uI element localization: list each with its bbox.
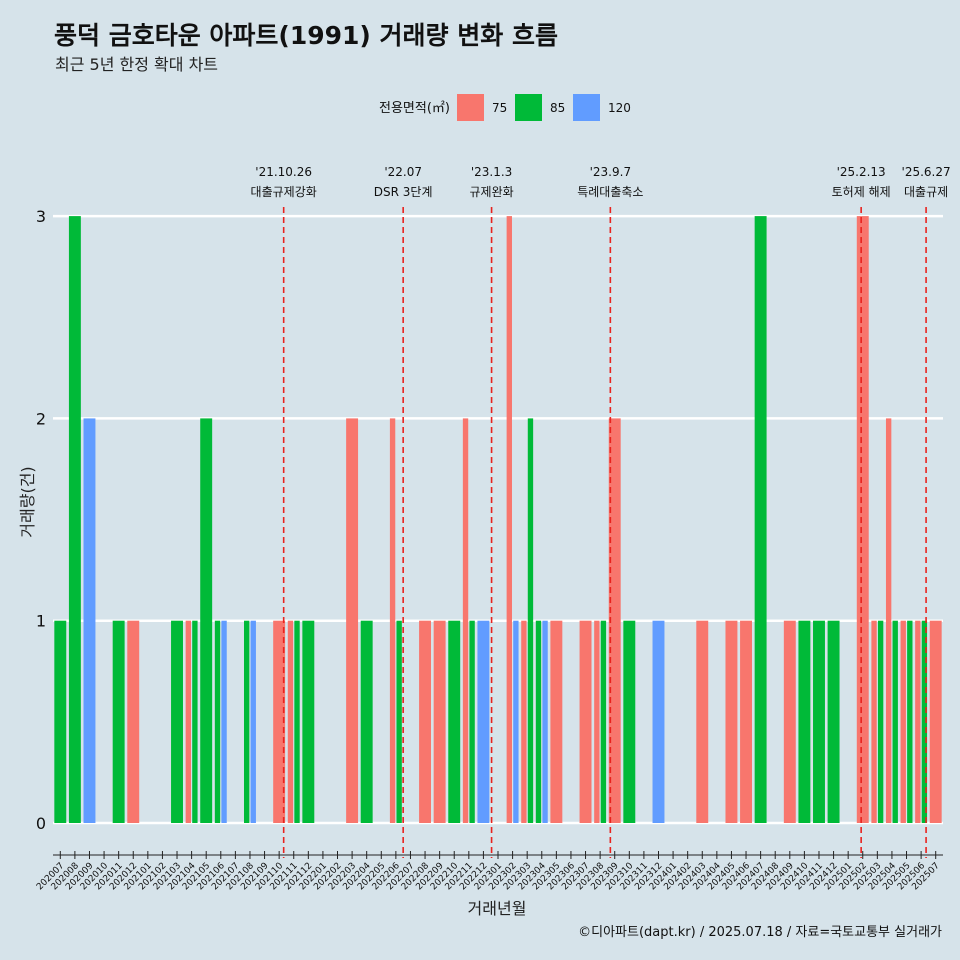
bar	[754, 216, 767, 824]
bar	[813, 620, 825, 823]
chart-title: 풍덕 금호타운 아파트(1991) 거래량 변화 흐름	[54, 21, 558, 50]
bar	[527, 418, 534, 823]
bar	[594, 620, 600, 823]
bar	[856, 216, 869, 824]
bars	[54, 216, 942, 824]
bar	[600, 620, 607, 823]
bar	[900, 620, 906, 823]
legend-label: 120	[608, 101, 631, 115]
bar	[127, 620, 140, 823]
event-label: 규제완화	[469, 185, 513, 199]
bar	[915, 620, 921, 823]
bar	[725, 620, 738, 823]
bar	[250, 620, 256, 823]
legend-key	[515, 94, 542, 121]
legend-label: 75	[492, 101, 507, 115]
bar	[469, 620, 475, 823]
bar	[448, 620, 461, 823]
bar	[477, 620, 490, 823]
bar	[550, 620, 563, 823]
event-date: '25.6.27	[902, 165, 951, 179]
y-tick-label: 2	[36, 409, 46, 428]
legend: 전용면적(㎡) 75 85 120	[379, 94, 631, 121]
event-date: '23.1.3	[471, 165, 512, 179]
bar	[652, 620, 665, 823]
bar	[68, 216, 81, 824]
bar	[579, 620, 592, 823]
legend-key	[457, 94, 484, 121]
event-date: '22.07	[384, 165, 422, 179]
bar	[419, 620, 432, 823]
bar	[221, 620, 227, 823]
bar	[696, 620, 709, 823]
bar	[83, 418, 96, 823]
bar	[214, 620, 221, 823]
bar	[907, 620, 913, 823]
y-axis-title: 거래량(건)	[18, 466, 37, 537]
bar	[877, 620, 884, 823]
caption: ©디아파트(dapt.kr) / 2025.07.18 / 자료=국토교통부 실…	[578, 925, 942, 940]
bar	[521, 620, 527, 823]
bar	[798, 620, 811, 823]
bar	[462, 418, 469, 823]
event-label: 대출규제	[904, 185, 948, 199]
chart-subtitle: 최근 5년 한정 확대 차트	[55, 55, 218, 74]
event-date: '23.9.7	[590, 165, 631, 179]
bar	[542, 620, 548, 823]
y-tick-label: 3	[36, 207, 46, 226]
bar	[740, 620, 752, 823]
bar	[513, 620, 519, 823]
bar	[921, 620, 928, 823]
bar	[294, 620, 300, 823]
x-axis-title: 거래년월	[468, 899, 527, 918]
event-label: 대출규제강화	[251, 185, 317, 199]
bar	[827, 620, 840, 823]
bar	[192, 620, 198, 823]
event-label: DSR 3단계	[374, 185, 433, 199]
y-axis: 0 1 2 3	[36, 207, 46, 833]
bar	[892, 620, 898, 823]
bar	[783, 620, 796, 823]
bar	[389, 418, 396, 823]
bar	[287, 620, 294, 823]
bar	[346, 418, 359, 823]
bar	[871, 620, 877, 823]
bar	[112, 620, 125, 823]
bar	[506, 216, 512, 824]
legend-title: 전용면적(㎡)	[379, 101, 450, 116]
bar	[273, 620, 286, 823]
bar	[623, 620, 636, 823]
event-date: '21.10.26	[255, 165, 312, 179]
bar	[885, 418, 892, 823]
y-tick-label: 1	[36, 612, 46, 631]
legend-key	[573, 94, 600, 121]
bar	[433, 620, 446, 823]
event-label: 특례대출축소	[577, 185, 643, 199]
bar	[185, 620, 192, 823]
bar	[929, 620, 942, 823]
bar	[396, 620, 402, 823]
legend-label: 85	[550, 101, 565, 115]
x-axis: 2020072020082020092020102020112020122021…	[35, 851, 943, 892]
bar	[360, 620, 373, 823]
bar	[200, 418, 213, 823]
bar	[244, 620, 250, 823]
bar	[54, 620, 67, 823]
event-date: '25.2.13	[837, 165, 886, 179]
bar	[171, 620, 183, 823]
event-markers: '21.10.26 대출규제강화 '22.07 DSR 3단계 '23.1.3 규제완화 '…	[251, 165, 951, 858]
y-tick-label: 0	[36, 814, 46, 833]
event-label: 토허제 해제	[832, 185, 891, 199]
bar	[608, 418, 621, 823]
bar	[302, 620, 315, 823]
bar	[535, 620, 542, 823]
